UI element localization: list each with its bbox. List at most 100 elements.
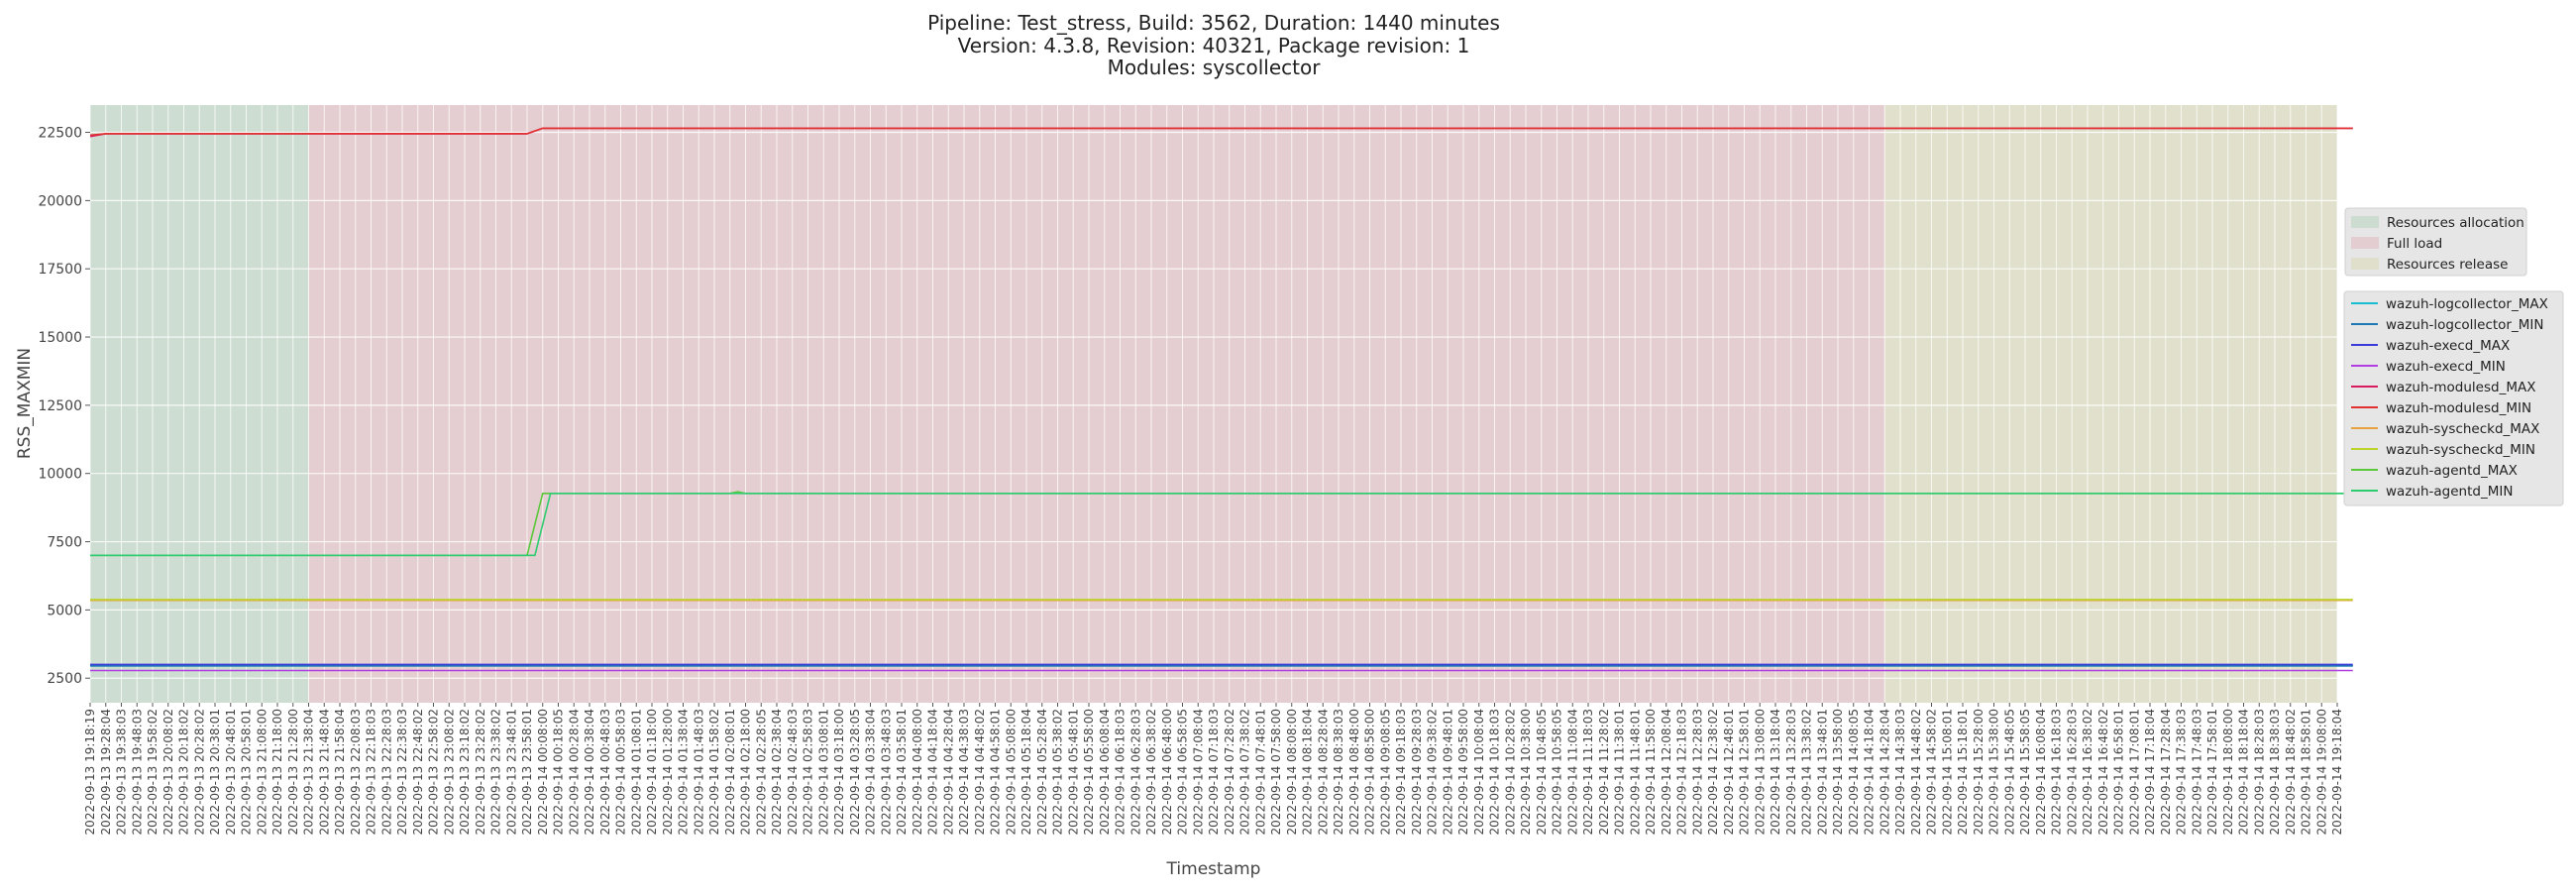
x-tick-label: 2022-09-14 11:38:01 — [1613, 709, 1627, 835]
series-lines — [89, 127, 2353, 672]
x-tick-label: 2022-09-14 12:08:04 — [1660, 709, 1673, 835]
legend-phase-swatch — [2351, 216, 2379, 228]
x-tick-label: 2022-09-14 15:28:00 — [1972, 709, 1986, 835]
x-tick-label: 2022-09-14 09:18:03 — [1394, 709, 1408, 835]
x-tick-label: 2022-09-14 12:28:03 — [1690, 709, 1704, 835]
y-tick-labels: 2500 5000 7500 10000 12500 15000 17500 20000 225… — [38, 126, 90, 687]
x-tick-label: 2022-09-14 04:38:03 — [957, 709, 971, 835]
x-tick-label: 2022-09-14 02:18:00 — [739, 709, 753, 835]
x-tick-label: 2022-09-14 11:18:03 — [1581, 709, 1595, 835]
x-tick-label: 2022-09-14 01:48:03 — [692, 709, 705, 835]
x-tick-label: 2022-09-13 21:18:00 — [270, 709, 284, 835]
x-tick-label: 2022-09-14 16:18:03 — [2050, 709, 2064, 835]
x-tick-label: 2022-09-14 16:48:02 — [2096, 709, 2110, 835]
x-tick-label: 2022-09-14 05:28:04 — [1035, 709, 1049, 835]
x-tick-label: 2022-09-14 13:58:00 — [1831, 709, 1845, 835]
x-tick-label: 2022-09-14 11:58:00 — [1644, 709, 1658, 835]
x-tick-label: 2022-09-14 16:58:01 — [2112, 709, 2126, 835]
x-tick-label: 2022-09-13 22:08:03 — [349, 709, 363, 835]
x-tick-label: 2022-09-14 17:28:04 — [2159, 709, 2173, 835]
y-axis-label: RSS_MAXMIN — [15, 348, 35, 459]
legend-phase-label: Full load — [2387, 236, 2442, 252]
x-tick-label: 2022-09-14 17:08:01 — [2127, 709, 2141, 835]
x-tick-label: 2022-09-14 06:08:04 — [1098, 709, 1112, 835]
x-tick-label: 2022-09-13 20:58:01 — [240, 709, 254, 835]
x-tick-label: 2022-09-14 04:58:01 — [989, 709, 1003, 835]
x-tick-label: 2022-09-14 00:28:04 — [567, 709, 581, 835]
x-tick-label: 2022-09-14 00:58:03 — [614, 709, 628, 835]
chart-title: Pipeline: Test_stress, Build: 3562, Dura… — [927, 11, 1500, 79]
x-tick-label: 2022-09-13 22:58:02 — [427, 709, 441, 835]
legend-series-label: wazuh-agentd_MIN — [2386, 484, 2513, 500]
x-tick-label: 2022-09-14 09:38:02 — [1426, 709, 1440, 835]
legend-series-label: wazuh-execd_MAX — [2386, 338, 2510, 354]
x-tick-label: 2022-09-14 00:08:00 — [536, 709, 550, 835]
legend-phase-label: Resources release — [2387, 257, 2508, 273]
x-tick-label: 2022-09-14 08:08:00 — [1285, 709, 1299, 835]
y-tick-label: 2500 — [47, 671, 82, 687]
x-tick-label: 2022-09-13 23:18:02 — [458, 709, 472, 835]
x-tick-label: 2022-09-13 19:18:19 — [83, 709, 97, 835]
x-tick-label: 2022-09-14 03:38:04 — [864, 709, 878, 835]
x-tick-label: 2022-09-13 22:28:03 — [379, 709, 393, 835]
y-tick-label: 17500 — [38, 262, 82, 278]
x-tick-label: 2022-09-14 18:08:00 — [2221, 709, 2235, 835]
x-tick-label: 2022-09-13 22:18:03 — [365, 709, 378, 835]
phase-spans — [90, 105, 2337, 703]
legend-series: wazuh-logcollector_MAX wazuh-logcollector… — [2343, 290, 2564, 506]
x-tick-label: 2022-09-13 21:28:00 — [286, 709, 300, 835]
legend-phase-label: Resources allocation — [2387, 215, 2524, 231]
x-tick-label: 2022-09-14 14:48:02 — [1909, 709, 1923, 835]
phase-span-2 — [1884, 105, 2337, 703]
x-tick-label: 2022-09-14 07:38:02 — [1238, 709, 1252, 835]
x-tick-label: 2022-09-14 06:48:00 — [1160, 709, 1174, 835]
x-tick-label: 2022-09-14 09:28:03 — [1410, 709, 1424, 835]
phase-span-1 — [308, 105, 1885, 703]
legend-series-box — [2343, 290, 2564, 506]
x-tick-label: 2022-09-14 16:28:03 — [2065, 709, 2079, 835]
x-tick-label: 2022-09-13 19:38:03 — [115, 709, 129, 835]
x-tick-label: 2022-09-13 20:28:02 — [192, 709, 206, 835]
x-tick-label: 2022-09-14 13:08:00 — [1753, 709, 1767, 835]
legend-series-label: wazuh-logcollector_MAX — [2386, 296, 2548, 312]
x-tick-label: 2022-09-13 21:58:04 — [333, 709, 347, 835]
x-tick-label: 2022-09-14 02:28:05 — [754, 709, 768, 835]
legend-phases-box — [2344, 207, 2527, 277]
x-tick-label: 2022-09-14 09:48:01 — [1441, 709, 1454, 835]
y-tick-label: 7500 — [47, 535, 82, 551]
x-tick-label: 2022-09-14 04:08:00 — [911, 709, 924, 835]
x-tick-label: 2022-09-14 11:08:04 — [1565, 709, 1579, 835]
x-tick-label: 2022-09-14 14:58:02 — [1925, 709, 1939, 835]
legend-series-label: wazuh-agentd_MAX — [2386, 463, 2518, 479]
x-tick-label: 2022-09-14 01:28:00 — [661, 709, 675, 835]
x-tick-label: 2022-09-14 18:48:02 — [2284, 709, 2298, 835]
x-tick-label: 2022-09-14 00:38:04 — [583, 709, 596, 835]
x-tick-label: 2022-09-14 10:58:05 — [1551, 709, 1564, 835]
x-tick-label: 2022-09-14 05:08:00 — [1004, 709, 1018, 835]
x-tick-label: 2022-09-14 07:28:02 — [1223, 709, 1236, 835]
x-tick-label: 2022-09-14 07:48:01 — [1253, 709, 1267, 835]
x-tick-label: 2022-09-13 19:28:04 — [99, 709, 113, 835]
x-tick-label: 2022-09-14 08:28:04 — [1316, 709, 1330, 835]
x-tick-label: 2022-09-13 20:08:02 — [161, 709, 175, 835]
x-tick-label: 2022-09-13 20:38:01 — [208, 709, 222, 835]
x-tick-label: 2022-09-14 14:28:04 — [1878, 709, 1891, 835]
x-tick-label: 2022-09-14 06:28:03 — [1128, 709, 1142, 835]
x-tick-label: 2022-09-14 17:48:03 — [2190, 709, 2203, 835]
x-tick-label: 2022-09-14 02:08:01 — [723, 709, 737, 835]
x-tick-label: 2022-09-14 07:58:00 — [1269, 709, 1283, 835]
x-tick-label: 2022-09-14 04:48:02 — [973, 709, 987, 835]
y-tick-label: 22500 — [38, 126, 82, 142]
x-tick-label: 2022-09-14 18:28:03 — [2252, 709, 2266, 835]
x-tick-label: 2022-09-14 06:18:03 — [1114, 709, 1127, 835]
x-tick-label: 2022-09-14 15:18:01 — [1956, 709, 1970, 835]
x-tick-label: 2022-09-14 09:58:00 — [1456, 709, 1470, 835]
x-tick-label: 2022-09-14 14:08:05 — [1847, 709, 1861, 835]
x-tick-label: 2022-09-14 14:38:03 — [1893, 709, 1907, 835]
x-tick-label: 2022-09-14 13:18:04 — [1769, 709, 1782, 835]
x-tick-label: 2022-09-14 04:18:04 — [926, 709, 940, 835]
x-tick-label: 2022-09-14 08:38:03 — [1332, 709, 1345, 835]
x-tick-label: 2022-09-14 06:38:02 — [1144, 709, 1158, 835]
legend-phase-swatch — [2351, 237, 2379, 249]
